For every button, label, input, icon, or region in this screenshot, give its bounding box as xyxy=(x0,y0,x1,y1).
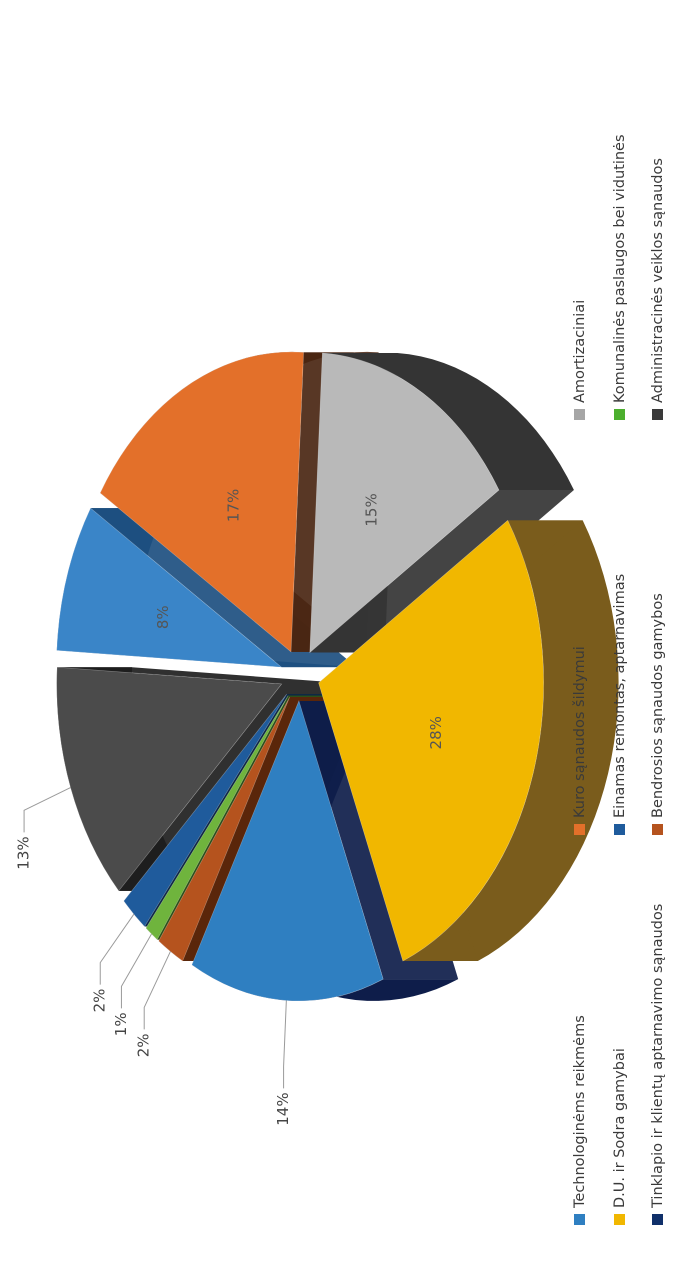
legend-item-amortizaciniai: Amortizaciniai xyxy=(572,300,588,420)
slice-tops xyxy=(56,351,544,1002)
slice-side-d-u-ir-sodra-gamybai xyxy=(402,520,619,962)
value-label-d-u-ir-sodra-gamybai: 28% xyxy=(427,716,445,749)
legend-swatch-amortizaciniai xyxy=(574,409,585,420)
legend-item-bendrosios-sanaudos-gamybos: Bendrosios sąnaudos gamybos xyxy=(650,593,666,835)
leader-technologinems-reikmems xyxy=(283,1000,287,1089)
legend-label-kuro-sanaudos-sildymui: Kuro sąnaudos šildymui xyxy=(572,646,588,818)
legend-item-komunalines-paslaugos-bei-vidutines: Komunalinės paslaugos bei vidutinės xyxy=(612,134,628,420)
legend-swatch-einamas-remontas-aptarnavimas xyxy=(614,824,625,835)
legend-label-technologinems-reikmems: Technologinėms reikmėms xyxy=(572,1015,588,1209)
legend-swatch-komunalines-paslaugos-bei-vidutines xyxy=(614,409,625,420)
slice-administracines-veiklos-sanaudos xyxy=(56,666,283,892)
legend-label-tinklapio-ir-klientu-aptarnavimo-sanaudos: Tinklapio ir klientų aptarnavimo sąnaudo… xyxy=(650,904,666,1209)
slice-bendrosios-sanaudos-gamybos xyxy=(158,696,290,962)
slice-d-u-ir-sodra-gamybai xyxy=(318,519,544,962)
slice-tinklapio-ir-klientu-aptarnavimo-sanaudos xyxy=(56,507,283,668)
slice-side-amortizaciniai xyxy=(322,352,574,491)
slice-amortizaciniai xyxy=(309,352,500,654)
legend-swatch-bendrosios-sanaudos-gamybos xyxy=(652,824,663,835)
legend-item-einamas-remontas-aptarnavimas: Einamas remontas, aptarnavimas xyxy=(612,574,628,835)
legend-label-einamas-remontas-aptarnavimas: Einamas remontas, aptarnavimas xyxy=(612,574,628,818)
value-label-administracines-veiklos-sanaudos: 13% xyxy=(15,836,33,869)
slice-technologinems-reikmems xyxy=(191,700,384,1002)
legend-swatch-administracines-veiklos-sanaudos xyxy=(652,409,663,420)
legend-label-d-u-ir-sodra-gamybai: D.U. ir Sodra gamybai xyxy=(612,1048,628,1208)
legend-item-kuro-sanaudos-sildymui: Kuro sąnaudos šildymui xyxy=(572,646,588,835)
value-label-tinklapio-ir-klientu-aptarnavimo-sanaudos: 8% xyxy=(154,605,172,629)
legend-label-administracines-veiklos-sanaudos: Administracinės veiklos sąnaudos xyxy=(650,158,666,403)
value-label-bendrosios-sanaudos-gamybos: 2% xyxy=(135,1033,153,1057)
legend-item-d-u-ir-sodra-gamybai: D.U. ir Sodra gamybai xyxy=(612,1048,628,1225)
legend-item-tinklapio-ir-klientu-aptarnavimo-sanaudos: Tinklapio ir klientų aptarnavimo sąnaudo… xyxy=(650,904,666,1225)
leader-einamas-remontas-aptarnavimas xyxy=(99,913,135,985)
legend: Technologinėms reikmėms Kuro sąnaudos šil… xyxy=(572,134,666,1225)
slice-wall-administracines-veiklos-sanaudos-1 xyxy=(57,667,357,684)
leader-komunalines-paslaugos-bei-vidutines xyxy=(120,933,152,1009)
legend-swatch-technologinems-reikmems xyxy=(574,1214,585,1225)
leader-lines xyxy=(23,787,287,1089)
slice-kuro-sanaudos-sildymui xyxy=(99,351,304,653)
legend-label-komunalines-paslaugos-bei-vidutines: Komunalinės paslaugos bei vidutinės xyxy=(612,134,628,403)
legend-item-administracines-veiklos-sanaudos: Administracinės veiklos sąnaudos xyxy=(650,158,666,420)
legend-item-technologinems-reikmems: Technologinėms reikmėms xyxy=(572,1015,588,1225)
value-label-amortizaciniai: 15% xyxy=(363,493,381,526)
value-label-einamas-remontas-aptarnavimas: 2% xyxy=(91,989,109,1013)
slice-komunalines-paslaugos-bei-vidutines xyxy=(145,695,289,941)
slice-labels: 14% 2%1%2% 13% 8% 17% 15% 28% xyxy=(15,489,445,1126)
value-label-technologinems-reikmems: 14% xyxy=(274,1092,292,1125)
legend-swatch-kuro-sanaudos-sildymui xyxy=(574,824,585,835)
legend-swatch-tinklapio-ir-klientu-aptarnavimo-sanaudos xyxy=(652,1214,663,1225)
legend-label-amortizaciniai: Amortizaciniai xyxy=(572,300,588,403)
legend-swatch-d-u-ir-sodra-gamybai xyxy=(614,1214,625,1225)
value-label-kuro-sanaudos-sildymui: 17% xyxy=(225,489,243,522)
leader-administracines-veiklos-sanaudos xyxy=(23,787,71,833)
leader-bendrosios-sanaudos-gamybos xyxy=(143,951,171,1030)
legend-label-bendrosios-sanaudos-gamybos: Bendrosios sąnaudos gamybos xyxy=(650,593,666,818)
value-label-komunalines-paslaugos-bei-vidutines: 1% xyxy=(112,1012,130,1036)
